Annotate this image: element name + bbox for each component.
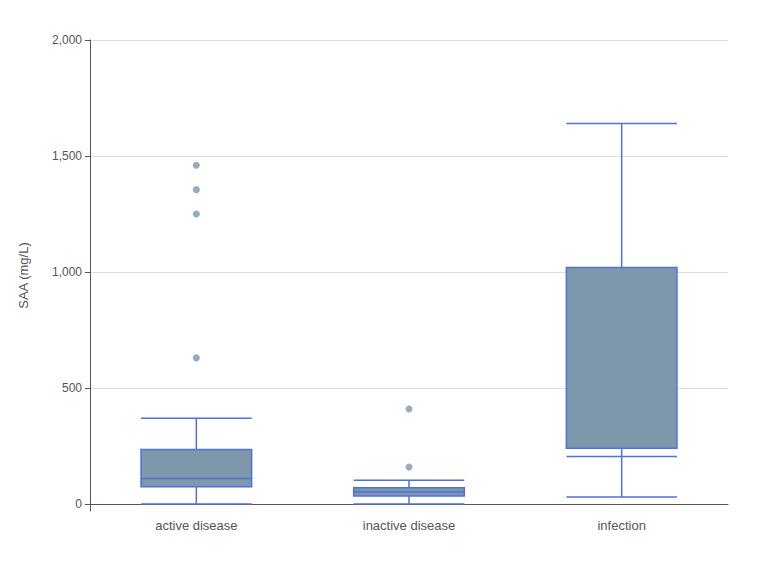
svg-text:0: 0 <box>75 497 82 511</box>
svg-text:1,000: 1,000 <box>52 265 82 279</box>
svg-text:2,000: 2,000 <box>52 33 82 47</box>
svg-text:SAA (mg/L): SAA (mg/L) <box>16 242 31 308</box>
svg-text:active disease: active disease <box>155 518 237 533</box>
svg-text:1,500: 1,500 <box>52 149 82 163</box>
svg-text:infection: infection <box>597 518 645 533</box>
svg-text:500: 500 <box>62 381 82 395</box>
svg-text:inactive disease: inactive disease <box>363 518 456 533</box>
